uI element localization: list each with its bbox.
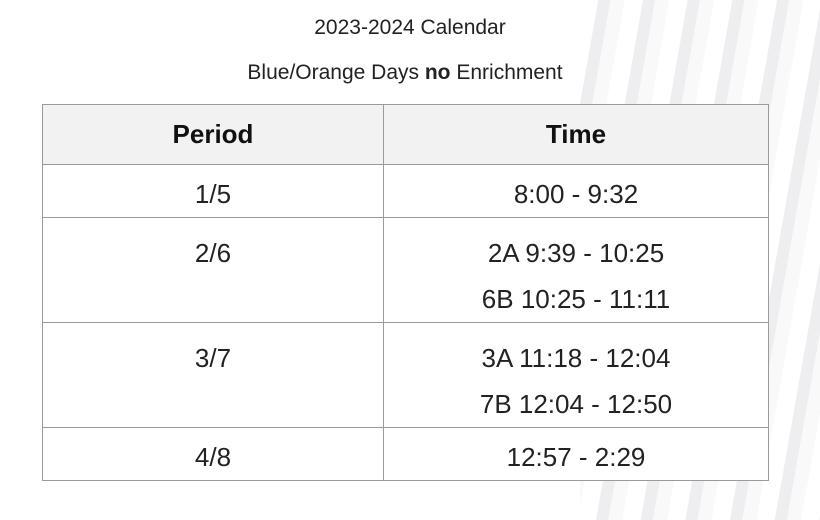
schedule-table: Period Time 1/5 8:00 - 9:32 2/6 2A 9:39 … bbox=[42, 104, 769, 481]
schedule-subtitle: Blue/Orange Days no Enrichment bbox=[0, 59, 810, 87]
time-text: 2A 9:39 - 10:25 bbox=[487, 238, 665, 268]
time-text: 3A 11:18 - 12:04 bbox=[481, 343, 671, 373]
period-cell: 2/6 bbox=[42, 217, 384, 323]
table-row: 1/5 8:00 - 9:32 bbox=[42, 164, 769, 218]
page-title: 2023-2024 Calendar bbox=[314, 16, 506, 39]
time-cell: 8:00 - 9:32 bbox=[383, 164, 769, 218]
table-header-row: Period Time bbox=[42, 104, 769, 165]
subtitle-bold-text: no bbox=[424, 61, 451, 84]
time-text: 7B 12:04 - 12:50 bbox=[479, 389, 673, 419]
table-row: 4/8 12:57 - 2:29 bbox=[42, 427, 769, 481]
header-time: Time bbox=[383, 104, 769, 165]
time-cell: 12:57 - 2:29 bbox=[383, 427, 769, 481]
time-cell: 2A 9:39 - 10:25 6B 10:25 - 11:11 bbox=[383, 217, 769, 323]
header-period: Period bbox=[42, 104, 384, 165]
period-cell: 3/7 bbox=[42, 322, 384, 428]
period-cell: 1/5 bbox=[42, 164, 384, 218]
period-cell: 4/8 bbox=[42, 427, 384, 481]
time-text: 12:57 - 2:29 bbox=[506, 442, 646, 472]
table-row: 2/6 2A 9:39 - 10:25 6B 10:25 - 11:11 bbox=[42, 217, 769, 323]
time-cell: 3A 11:18 - 12:04 7B 12:04 - 12:50 bbox=[383, 322, 769, 428]
table-row: 3/7 3A 11:18 - 12:04 7B 12:04 - 12:50 bbox=[42, 322, 769, 428]
subtitle-text: Blue/Orange Days bbox=[247, 61, 425, 84]
time-text: 6B 10:25 - 11:11 bbox=[481, 284, 671, 314]
subtitle-text-end: Enrichment bbox=[450, 61, 563, 84]
time-text: 8:00 - 9:32 bbox=[513, 179, 639, 209]
